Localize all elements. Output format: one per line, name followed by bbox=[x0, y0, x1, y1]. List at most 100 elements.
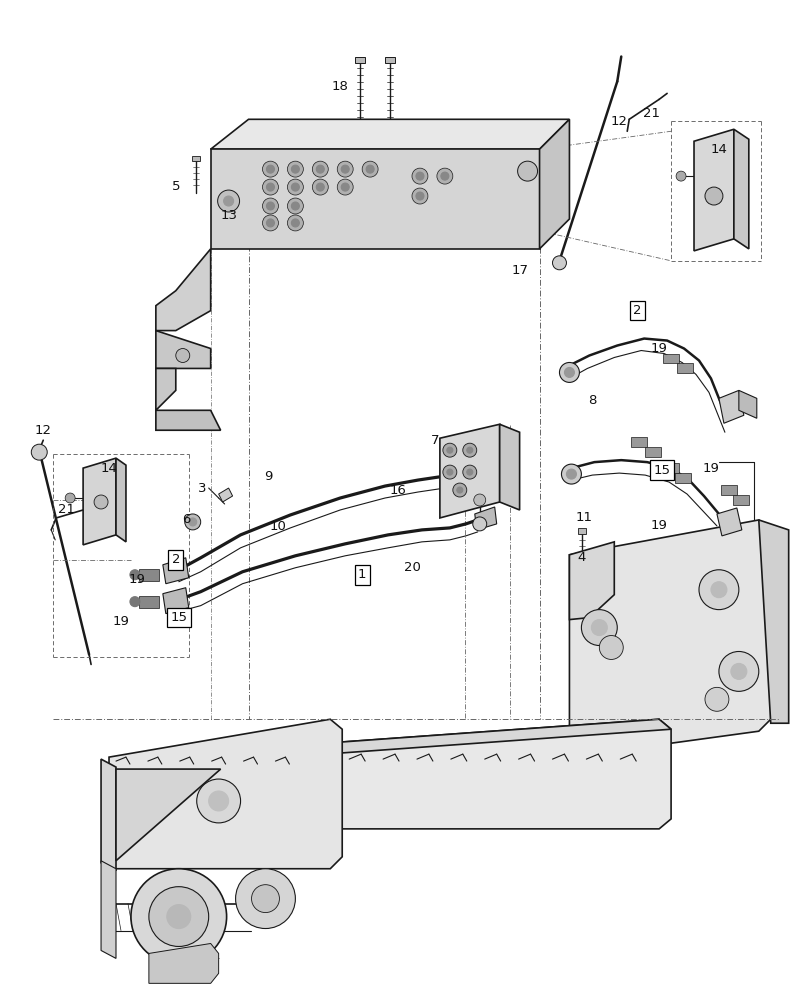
Circle shape bbox=[251, 885, 279, 913]
Circle shape bbox=[235, 869, 295, 929]
Circle shape bbox=[362, 161, 378, 177]
Text: 13: 13 bbox=[220, 209, 237, 222]
Polygon shape bbox=[163, 588, 188, 614]
Polygon shape bbox=[101, 861, 116, 958]
Polygon shape bbox=[131, 719, 670, 767]
Polygon shape bbox=[131, 719, 670, 829]
Circle shape bbox=[366, 165, 374, 173]
Polygon shape bbox=[674, 473, 690, 483]
Polygon shape bbox=[210, 119, 569, 149]
Circle shape bbox=[473, 494, 485, 506]
Text: 19: 19 bbox=[128, 573, 145, 586]
Circle shape bbox=[415, 192, 423, 200]
Polygon shape bbox=[720, 485, 736, 495]
Text: 8: 8 bbox=[587, 394, 596, 407]
Polygon shape bbox=[83, 458, 116, 545]
Text: 5: 5 bbox=[171, 180, 180, 193]
Text: 14: 14 bbox=[101, 462, 118, 475]
Text: 16: 16 bbox=[389, 484, 406, 497]
Polygon shape bbox=[474, 507, 496, 530]
Polygon shape bbox=[693, 129, 733, 251]
Polygon shape bbox=[663, 354, 678, 363]
Circle shape bbox=[166, 905, 191, 929]
Circle shape bbox=[442, 465, 457, 479]
Text: 12: 12 bbox=[610, 115, 627, 128]
Circle shape bbox=[704, 687, 728, 711]
Text: 19: 19 bbox=[650, 342, 667, 355]
Circle shape bbox=[415, 172, 423, 180]
Polygon shape bbox=[471, 455, 493, 478]
Circle shape bbox=[266, 219, 274, 227]
Polygon shape bbox=[757, 520, 787, 723]
Polygon shape bbox=[630, 437, 646, 447]
Circle shape bbox=[130, 597, 139, 607]
Text: 19: 19 bbox=[702, 462, 719, 475]
Circle shape bbox=[223, 196, 234, 206]
Circle shape bbox=[560, 464, 581, 484]
Circle shape bbox=[262, 179, 278, 195]
Circle shape bbox=[564, 367, 573, 377]
Polygon shape bbox=[577, 528, 586, 534]
Circle shape bbox=[453, 483, 466, 497]
Polygon shape bbox=[733, 129, 748, 249]
Circle shape bbox=[411, 188, 427, 204]
Polygon shape bbox=[645, 447, 660, 457]
Circle shape bbox=[676, 171, 685, 181]
Circle shape bbox=[446, 447, 453, 453]
Circle shape bbox=[590, 620, 607, 636]
Circle shape bbox=[517, 161, 537, 181]
Text: 19: 19 bbox=[650, 519, 667, 532]
Circle shape bbox=[291, 183, 299, 191]
Circle shape bbox=[266, 202, 274, 210]
Polygon shape bbox=[139, 569, 159, 581]
Circle shape bbox=[730, 663, 746, 679]
Polygon shape bbox=[156, 410, 221, 430]
Circle shape bbox=[65, 493, 75, 503]
Circle shape bbox=[581, 610, 616, 646]
Text: 4: 4 bbox=[577, 551, 585, 564]
Circle shape bbox=[312, 161, 328, 177]
Polygon shape bbox=[210, 149, 539, 249]
Polygon shape bbox=[663, 463, 678, 473]
Circle shape bbox=[316, 165, 324, 173]
Circle shape bbox=[185, 514, 200, 530]
Circle shape bbox=[291, 219, 299, 227]
Circle shape bbox=[287, 215, 303, 231]
Polygon shape bbox=[539, 119, 569, 249]
Circle shape bbox=[436, 168, 453, 184]
Circle shape bbox=[698, 570, 738, 610]
Circle shape bbox=[442, 443, 457, 457]
Polygon shape bbox=[156, 249, 210, 331]
Circle shape bbox=[32, 444, 47, 460]
Text: 11: 11 bbox=[575, 511, 592, 524]
Polygon shape bbox=[139, 596, 159, 608]
Text: 19: 19 bbox=[113, 615, 129, 628]
Polygon shape bbox=[116, 458, 126, 542]
Circle shape bbox=[266, 183, 274, 191]
Text: 21: 21 bbox=[642, 107, 659, 120]
Circle shape bbox=[559, 362, 579, 382]
Text: 10: 10 bbox=[270, 520, 286, 533]
Polygon shape bbox=[384, 57, 394, 63]
Text: 6: 6 bbox=[182, 513, 191, 526]
Polygon shape bbox=[716, 508, 741, 536]
Circle shape bbox=[462, 443, 476, 457]
Circle shape bbox=[599, 636, 623, 659]
Circle shape bbox=[196, 779, 240, 823]
Circle shape bbox=[287, 179, 303, 195]
Circle shape bbox=[718, 651, 757, 691]
Text: 12: 12 bbox=[35, 424, 52, 437]
Circle shape bbox=[704, 187, 722, 205]
Circle shape bbox=[175, 349, 190, 362]
Polygon shape bbox=[440, 424, 499, 518]
Text: 15: 15 bbox=[170, 611, 187, 624]
Polygon shape bbox=[163, 558, 188, 584]
Circle shape bbox=[287, 161, 303, 177]
Polygon shape bbox=[218, 488, 232, 502]
Polygon shape bbox=[156, 368, 175, 410]
Text: 9: 9 bbox=[264, 470, 272, 483]
Polygon shape bbox=[148, 943, 218, 983]
Circle shape bbox=[341, 165, 349, 173]
Text: 3: 3 bbox=[198, 482, 207, 495]
Circle shape bbox=[262, 161, 278, 177]
